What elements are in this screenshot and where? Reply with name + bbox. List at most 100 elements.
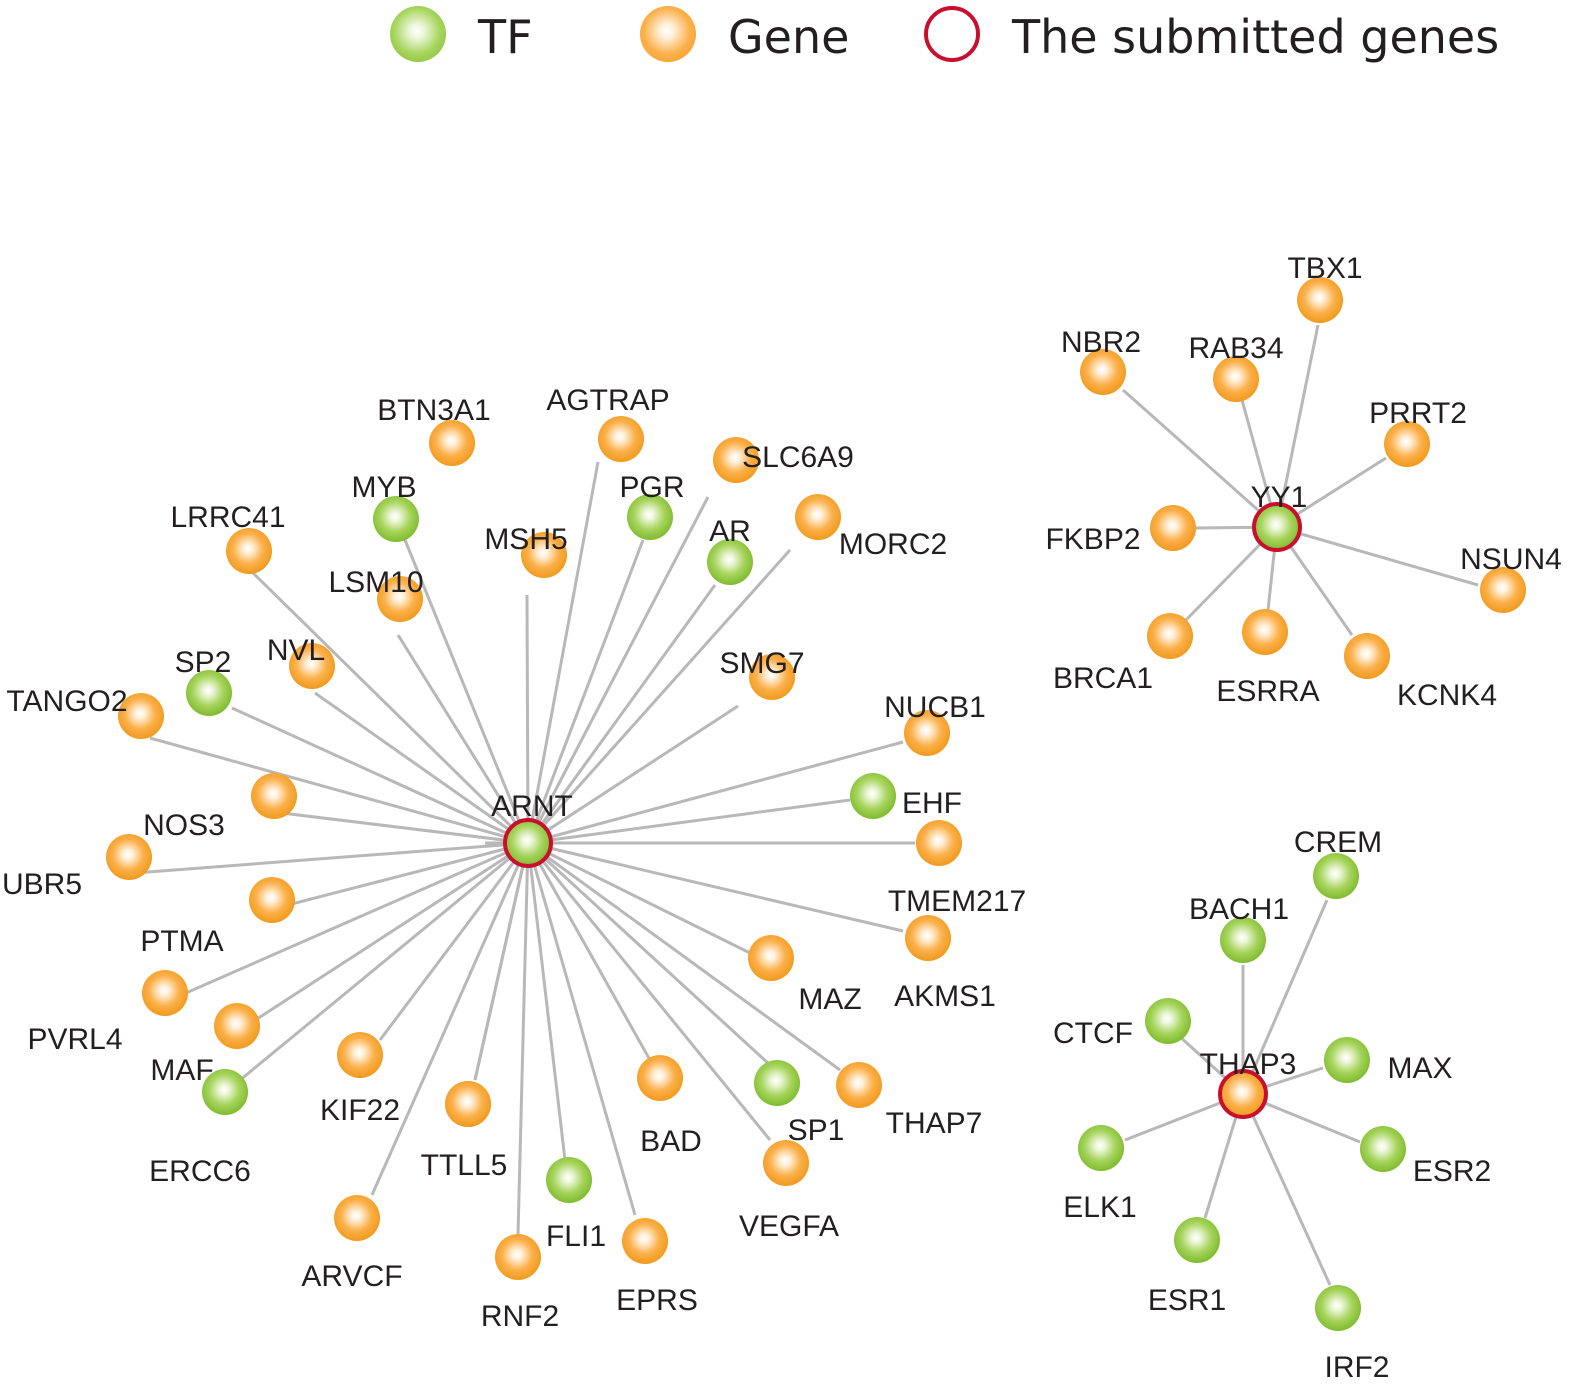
label-max: MAX [1387, 1052, 1452, 1085]
label-sp1: SP1 [788, 1114, 845, 1147]
edge-arnt-smg7 [527, 704, 739, 845]
node-tango2 [118, 693, 164, 739]
label-vegfa: VEGFA [739, 1210, 839, 1243]
node-kif22 [337, 1032, 383, 1078]
node-btn3a1 [429, 420, 475, 466]
label-smg7: SMG7 [719, 647, 804, 680]
node-vegfa [445, 1081, 491, 1127]
label-esrra: ESRRA [1216, 675, 1319, 708]
edge-arnt-morc2 [526, 549, 792, 844]
node-ehf [850, 773, 896, 819]
hub-label-arnt: ARNT [491, 790, 573, 823]
node-rnf2 [495, 1234, 541, 1280]
node-maz [142, 970, 188, 1016]
edge-arnt-kif22 [378, 842, 530, 1041]
label-kcnk4: KCNK4 [1397, 679, 1497, 712]
node-eprs [622, 1218, 668, 1264]
edges-layer [134, 324, 1479, 1286]
submitted-ring-swatch-icon [924, 6, 980, 62]
node-fli1 [546, 1157, 592, 1203]
label-prrt2: PRRT2 [1369, 397, 1467, 430]
edge-arnt-eprs [526, 842, 637, 1216]
edge-arnt-lsm10 [396, 634, 530, 844]
label-ptma: PTMA [140, 925, 223, 958]
node-msh5 [521, 532, 567, 578]
edge-thap3-crem [1241, 899, 1329, 1095]
label-tango2: TANGO2 [6, 685, 127, 718]
node-unlabeled-15 [251, 773, 297, 819]
label-sp2: SP2 [175, 646, 232, 679]
label-tbx1: TBX1 [1287, 252, 1362, 285]
edge-arnt-pvrl4 [239, 841, 529, 1032]
edge-arnt-fli1 [526, 842, 567, 1161]
edge-arnt-bad [526, 842, 652, 1061]
label-fli1: FLI1 [546, 1220, 606, 1253]
label-nucb1: NUCB1 [884, 691, 986, 724]
label-nvl: NVL [267, 634, 325, 667]
node-prrt2 [1384, 421, 1430, 467]
node-ptma [905, 915, 951, 961]
edge-arnt-vegfa [473, 842, 530, 1081]
edge-arnt-nos3 [134, 841, 529, 875]
edge-arnt-agtrap [526, 461, 600, 844]
edge-arnt-pgr [526, 539, 645, 844]
node-maf [202, 1069, 248, 1115]
node-sp2 [186, 670, 232, 716]
node-pgr [627, 494, 673, 540]
node-lrrc41 [226, 528, 272, 574]
node-slc6a9 [713, 437, 759, 483]
edge-arnt-sp1 [526, 841, 772, 1067]
label-lrrc41: LRRC41 [170, 501, 285, 534]
legend: TF Gene The submitted genes [0, 0, 1580, 80]
label-bad: BAD [640, 1125, 702, 1158]
node-akms1 [748, 935, 794, 981]
edge-arnt-maz [169, 841, 529, 1002]
node-fkbp2 [1150, 505, 1196, 551]
node-nucb1 [904, 710, 950, 756]
edge-arnt-maf [227, 841, 529, 1092]
label-elk1: ELK1 [1063, 1191, 1136, 1224]
edge-arnt-arvcf [370, 842, 530, 1196]
edge-arnt-unlabeled-15 [281, 811, 529, 845]
edge-yy1-tbx1 [1275, 324, 1320, 528]
node-bach1 [1220, 917, 1266, 963]
node-smg7 [749, 654, 795, 700]
node-esr2 [1360, 1126, 1406, 1172]
label-nbr2: NBR2 [1061, 326, 1141, 359]
edge-arnt-nucb1 [527, 740, 904, 845]
node-nsun4 [1480, 567, 1526, 613]
edge-arnt-sp2 [231, 706, 529, 845]
edge-arnt-slc6a9 [526, 496, 710, 844]
node-crem [1313, 853, 1359, 899]
label-rnf2: RNF2 [481, 1300, 559, 1333]
node-tmem217 [249, 877, 295, 923]
label-crem: CREM [1294, 826, 1382, 859]
node-max [1324, 1037, 1370, 1083]
hub-label-thap3: THAP3 [1200, 1048, 1297, 1081]
edge-arnt-ar [526, 584, 717, 844]
edge-arnt-rnf2 [516, 842, 530, 1236]
label-pvrl4: PVRL4 [27, 1023, 122, 1056]
label-myb: MYB [351, 471, 416, 504]
label-thap7: THAP7 [886, 1107, 983, 1140]
edge-arnt-akms1 [527, 841, 751, 955]
node-arvcf [334, 1195, 380, 1241]
node-ctcf [1145, 998, 1191, 1044]
label-ubr5: UBR5 [2, 868, 82, 901]
edge-arnt-ehf [527, 798, 851, 845]
label-ehf: EHF [902, 787, 962, 820]
label-pgr: PGR [619, 471, 684, 504]
label-maz: MAZ [798, 983, 861, 1016]
node-myb [373, 496, 419, 542]
node-nbr2 [1080, 349, 1126, 395]
label-nos3: NOS3 [143, 809, 225, 842]
label-eprs: EPRS [616, 1284, 698, 1317]
node-ar [707, 539, 753, 585]
node-ttll5 [763, 1140, 809, 1186]
edge-arnt-ptma [527, 841, 904, 933]
label-ar: AR [709, 515, 751, 548]
label-ercc6: ERCC6 [149, 1155, 251, 1188]
label-esr1: ESR1 [1148, 1284, 1226, 1317]
label-btn3a1: BTN3A1 [377, 394, 490, 427]
